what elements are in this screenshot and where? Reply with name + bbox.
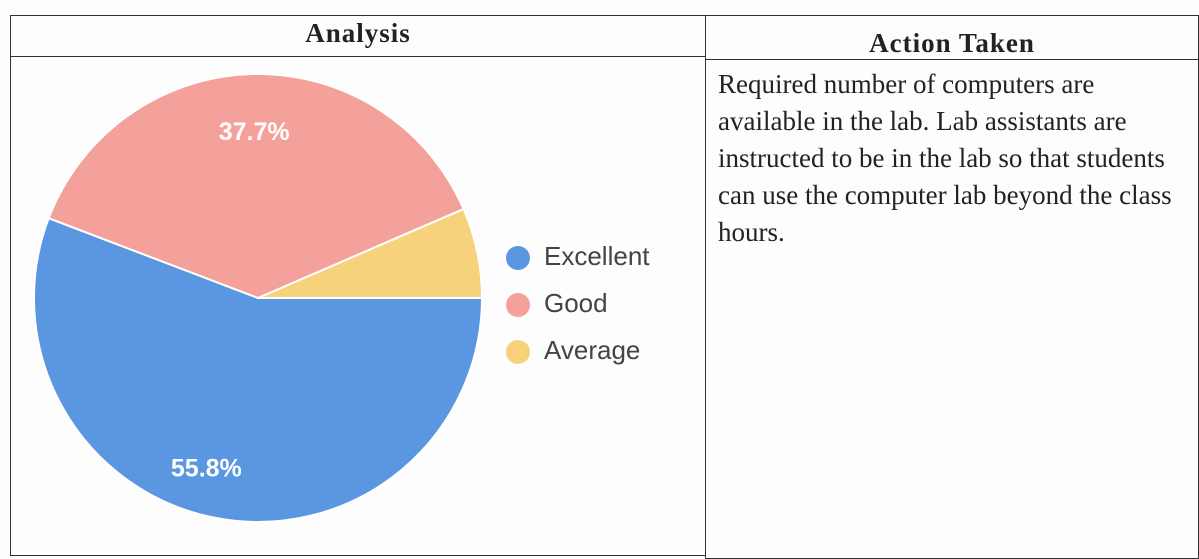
page: Analysis Action Taken Required number of…: [10, 15, 1199, 559]
pie-slice: [47, 73, 465, 300]
legend-label: Average: [544, 335, 640, 365]
header-text: Action Taken: [869, 28, 1035, 58]
legend-swatch: [506, 246, 530, 270]
pie-slice: [33, 216, 484, 523]
header-text: Analysis: [305, 18, 411, 48]
pie-slice: [257, 207, 484, 299]
pie-chart: 55.8% 37.7% Excellent Good Average: [33, 73, 650, 523]
action-text: Required number of computers are availab…: [718, 69, 1172, 247]
slice-label: 55.8%: [171, 454, 242, 482]
legend-label: Good: [544, 288, 608, 318]
slice-label: 37.7%: [219, 118, 290, 146]
legend-swatch: [506, 340, 530, 364]
legend-label: Excellent: [544, 241, 650, 271]
legend-swatch: [506, 293, 530, 317]
